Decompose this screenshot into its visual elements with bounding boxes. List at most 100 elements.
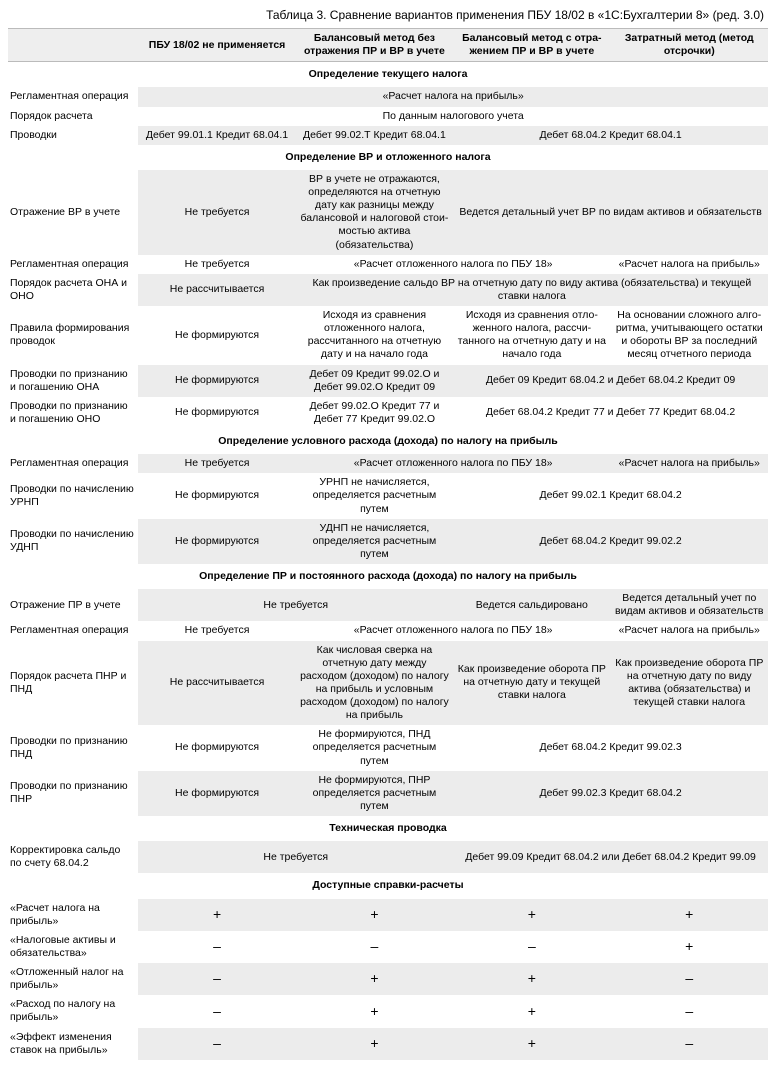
cell: ВР в учете не отражаются, определя­ются … (296, 170, 453, 255)
table-row: Регламентная операция Не требуется «Расч… (8, 621, 768, 640)
comparison-table: ПБУ 18/02 не применяется Балансовый мето… (8, 28, 768, 1060)
cell: Исходя из сравнения отло­женного налога,… (453, 306, 610, 365)
section-title: Доступные справки-расчеты (8, 873, 768, 898)
header-row: ПБУ 18/02 не применяется Балансовый мето… (8, 29, 768, 62)
table-row: Порядок расчета ПНР и ПНД Не рассчитывае… (8, 641, 768, 726)
cell: Дебет 99.02.Т Кредит 68.04.1 (296, 126, 453, 145)
table-row: Проводки по признанию и погашению ОНО Не… (8, 397, 768, 429)
table-row: Регламентная операция Не требуется «Расч… (8, 255, 768, 274)
cell: + (611, 899, 768, 931)
header-col3: Балансовый метод с отра­жением ПР и ВР в… (453, 29, 610, 62)
cell: Дебет 99.01.1 Кредит 68.04.1 (138, 126, 295, 145)
cell: Как произведение обо­рота ПР на отчетную… (453, 641, 610, 726)
table-row: Проводки по признанию ПНД Не формируются… (8, 725, 768, 770)
cell: «Расчет налога на прибыль» (611, 621, 768, 640)
table-row: Правила формирования проводок Не формиру… (8, 306, 768, 365)
row-label: Проводки (8, 126, 138, 145)
cell: + (296, 995, 453, 1027)
cell: Не требуется (138, 621, 295, 640)
cell: + (138, 899, 295, 931)
cell: Не формируются (138, 725, 295, 770)
table-row: Регламентная операция «Расчет налога на … (8, 87, 768, 106)
section-title: Техническая проводка (8, 816, 768, 841)
section-row: Определение ВР и отложенного налога (8, 145, 768, 170)
section-title: Определение ПР и постоянного расхода (до… (8, 564, 768, 589)
cell: + (611, 931, 768, 963)
cell: Как произведение оборота ПР на отчетную … (611, 641, 768, 726)
cell: Не формируются, ПНД определяется расчетн… (296, 725, 453, 770)
row-label: Порядок расчета (8, 107, 138, 126)
cell: Дебет 99.02.1 Кредит 68.04.2 (453, 473, 768, 518)
cell: – (138, 931, 295, 963)
cell: + (296, 963, 453, 995)
cell: + (296, 899, 453, 931)
cell: – (138, 995, 295, 1027)
cell: УДНП не начисляется, определяется расчет… (296, 519, 453, 564)
cell: – (611, 963, 768, 995)
table-row: Корректировка сальдо по счету 68.04.2 Не… (8, 841, 768, 873)
row-label: Отражение ВР в учете (8, 170, 138, 255)
cell: УРНП не начисляется, определяется расчет… (296, 473, 453, 518)
cell: – (138, 963, 295, 995)
cell: Дебет 68.04.2 Кредит 68.04.1 (453, 126, 768, 145)
cell: Не формируются (138, 306, 295, 365)
table-row: «Отложенный налог на прибыль» – + + – (8, 963, 768, 995)
header-col4: Затратный метод (метод отсрочки) (611, 29, 768, 62)
cell: – (453, 931, 610, 963)
cell: Не требуется (138, 589, 453, 621)
table-row: Проводки по признанию и погашению ОНА Не… (8, 365, 768, 397)
table-row: Регламентная операция Не требуется «Расч… (8, 454, 768, 473)
table-row: «Расчет налога на прибыль» + + + + (8, 899, 768, 931)
section-row: Доступные справки-расчеты (8, 873, 768, 898)
cell: + (453, 963, 610, 995)
section-row: Определение условного расхода (дохода) п… (8, 429, 768, 454)
table-row: «Налоговые активы и обязательства» – – –… (8, 931, 768, 963)
cell: «Расчет налога на прибыль» (611, 255, 768, 274)
cell: + (453, 899, 610, 931)
cell: – (296, 931, 453, 963)
cell: «Расчет отложенного налога по ПБУ 18» (296, 621, 611, 640)
cell: Как числовая сверка на отчетную дату меж… (296, 641, 453, 726)
row-label: Порядок расчета ПНР и ПНД (8, 641, 138, 726)
row-label: Проводки по признанию ПНР (8, 771, 138, 816)
cell: Дебет 09 Кредит 68.04.2 и Дебет 68.04.2 … (453, 365, 768, 397)
cell: Дебет 99.02.3 Кредит 68.04.2 (453, 771, 768, 816)
section-row: Определение ПР и постоянного расхода (до… (8, 564, 768, 589)
section-title: Определение текущего налога (8, 62, 768, 88)
table-title: Таблица 3. Сравнение вариантов применени… (8, 8, 768, 22)
cell: Не формируются (138, 771, 295, 816)
cell: Не требуется (138, 170, 295, 255)
header-col1: ПБУ 18/02 не применяется (138, 29, 295, 62)
row-label: Корректировка сальдо по счету 68.04.2 (8, 841, 138, 873)
table-row: Проводки по начислению УДНП Не формируют… (8, 519, 768, 564)
row-label: Проводки по начислению УДНП (8, 519, 138, 564)
row-label: «Налоговые активы и обязательства» (8, 931, 138, 963)
cell: – (611, 995, 768, 1027)
cell: + (453, 1028, 610, 1060)
cell: Ведется сальдировано (453, 589, 610, 621)
table-row: Проводки по признанию ПНР Не формируются… (8, 771, 768, 816)
cell: Не рассчитывается (138, 641, 295, 726)
row-label: Проводки по начислению УРНП (8, 473, 138, 518)
row-label: Проводки по признанию и погашению ОНА (8, 365, 138, 397)
header-col2: Балансовый метод без отражения ПР и ВР в… (296, 29, 453, 62)
cell: Не требуется (138, 841, 453, 873)
cell: «Расчет отложенного налога по ПБУ 18» (296, 454, 611, 473)
section-title: Определение условного расхода (дохода) п… (8, 429, 768, 454)
cell: Не формируются, ПНР определяется расчетн… (296, 771, 453, 816)
cell: Дебет 68.04.2 Кредит 99.02.2 (453, 519, 768, 564)
table-row: «Эффект изменения ставок на прибыль» – +… (8, 1028, 768, 1060)
table-row: «Расход по налогу на прибыль» – + + – (8, 995, 768, 1027)
cell: Дебет 68.04.2 Кредит 77 и Дебет 77 Креди… (453, 397, 768, 429)
cell: – (611, 1028, 768, 1060)
table-row: Порядок расчета По данным налогового уче… (8, 107, 768, 126)
row-label: Регламентная операция (8, 255, 138, 274)
row-label: Отражение ПР в учете (8, 589, 138, 621)
cell: «Расчет отложенного налога по ПБУ 18» (296, 255, 611, 274)
table-row: Отражение ВР в учете Не требуется ВР в у… (8, 170, 768, 255)
cell: Не формируются (138, 397, 295, 429)
cell: Исходя из сравнения отложенного налога, … (296, 306, 453, 365)
row-label: «Отложенный налог на прибыль» (8, 963, 138, 995)
table-row: Отражение ПР в учете Не требуется Ведетс… (8, 589, 768, 621)
cell: Не формируются (138, 473, 295, 518)
